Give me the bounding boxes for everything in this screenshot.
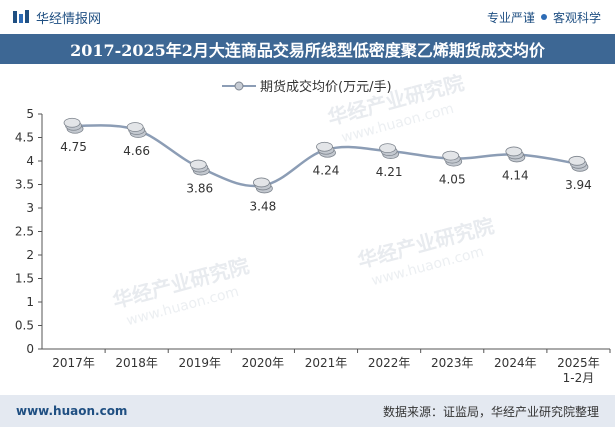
coin-marker-icon [568, 155, 586, 166]
top-bar: 华经情报网 专业严谨 客观科学 [0, 0, 615, 34]
y-tick-label: 1.5 [15, 272, 34, 286]
coin-marker-icon [189, 159, 207, 170]
chart-title-bar: 2017-2025年2月大连商品交易所线型低密度聚乙烯期货成交均价 [0, 34, 615, 64]
data-label: 4.66 [123, 144, 150, 158]
y-tick-label: 2 [26, 248, 34, 262]
legend-label: 期货成交均价(万元/手) [260, 80, 392, 95]
tagline-2: 客观科学 [552, 10, 601, 25]
brand-name: 华经情报网 [36, 11, 102, 27]
data-point [63, 117, 84, 134]
y-tick-label: 4 [26, 154, 34, 168]
x-tick-label: 2021年 [305, 356, 348, 370]
data-label: 3.94 [565, 178, 592, 192]
x-tick-label: 1-2月 [563, 371, 595, 385]
tagline-1: 专业严谨 [486, 10, 535, 25]
x-tick-label: 2020年 [242, 356, 285, 370]
x-tick-label: 2018年 [115, 356, 158, 370]
data-point [189, 159, 210, 176]
y-tick-label: 4.5 [15, 131, 34, 145]
data-point [252, 177, 273, 194]
x-tick-label: 2023年 [431, 356, 474, 370]
data-label: 3.86 [186, 182, 213, 196]
y-tick-label: 3.5 [15, 178, 34, 192]
y-tick-label: 3 [26, 201, 34, 215]
coin-marker-icon [316, 141, 333, 152]
y-tick-label: 2.5 [15, 225, 34, 239]
coin-marker-icon [252, 177, 270, 188]
legend-marker-icon [222, 81, 256, 90]
footer-source: 数据来源：证监局，华经产业研究院整理 [382, 404, 599, 419]
x-tick-label: 2025年 [557, 356, 600, 370]
tagline-dot-icon [540, 14, 547, 20]
data-point [379, 143, 400, 160]
footer-url[interactable]: www.huaon.com [16, 404, 128, 418]
brand[interactable]: 华经情报网 [12, 8, 101, 27]
chart-title: 2017-2025年2月大连商品交易所线型低密度聚乙烯期货成交均价 [70, 41, 545, 60]
coin-marker-icon [442, 150, 460, 161]
footer: www.huaon.com 数据来源：证监局，华经产业研究院整理 [0, 395, 615, 427]
data-point [442, 150, 463, 167]
data-label: 3.48 [250, 199, 277, 213]
x-tick-label: 2017年 [52, 356, 95, 370]
x-tick-label: 2019年 [179, 356, 222, 370]
data-point [505, 146, 526, 163]
data-point [126, 122, 147, 138]
y-tick-label: 0 [26, 342, 34, 356]
data-label: 4.21 [376, 165, 403, 179]
data-point [316, 141, 336, 158]
brand-logo-icon [13, 10, 29, 23]
data-label: 4.75 [60, 140, 87, 154]
data-label: 4.24 [313, 164, 340, 178]
coin-marker-icon [505, 146, 523, 157]
x-tick-label: 2024年 [494, 356, 537, 370]
coin-marker-icon [379, 143, 397, 154]
coin-marker-icon [126, 122, 144, 132]
y-tick-label: 1 [26, 295, 34, 309]
tagline: 专业严谨 客观科学 [487, 9, 601, 26]
data-label: 4.14 [502, 168, 529, 182]
chart-legend: 期货成交均价(万元/手) [222, 76, 392, 95]
y-tick-label: 5 [26, 107, 34, 121]
coin-marker-icon [63, 117, 81, 128]
x-tick-label: 2022年 [368, 356, 411, 370]
y-tick-label: 0.5 [15, 319, 34, 333]
data-label: 4.05 [439, 173, 466, 187]
data-point [568, 155, 589, 172]
